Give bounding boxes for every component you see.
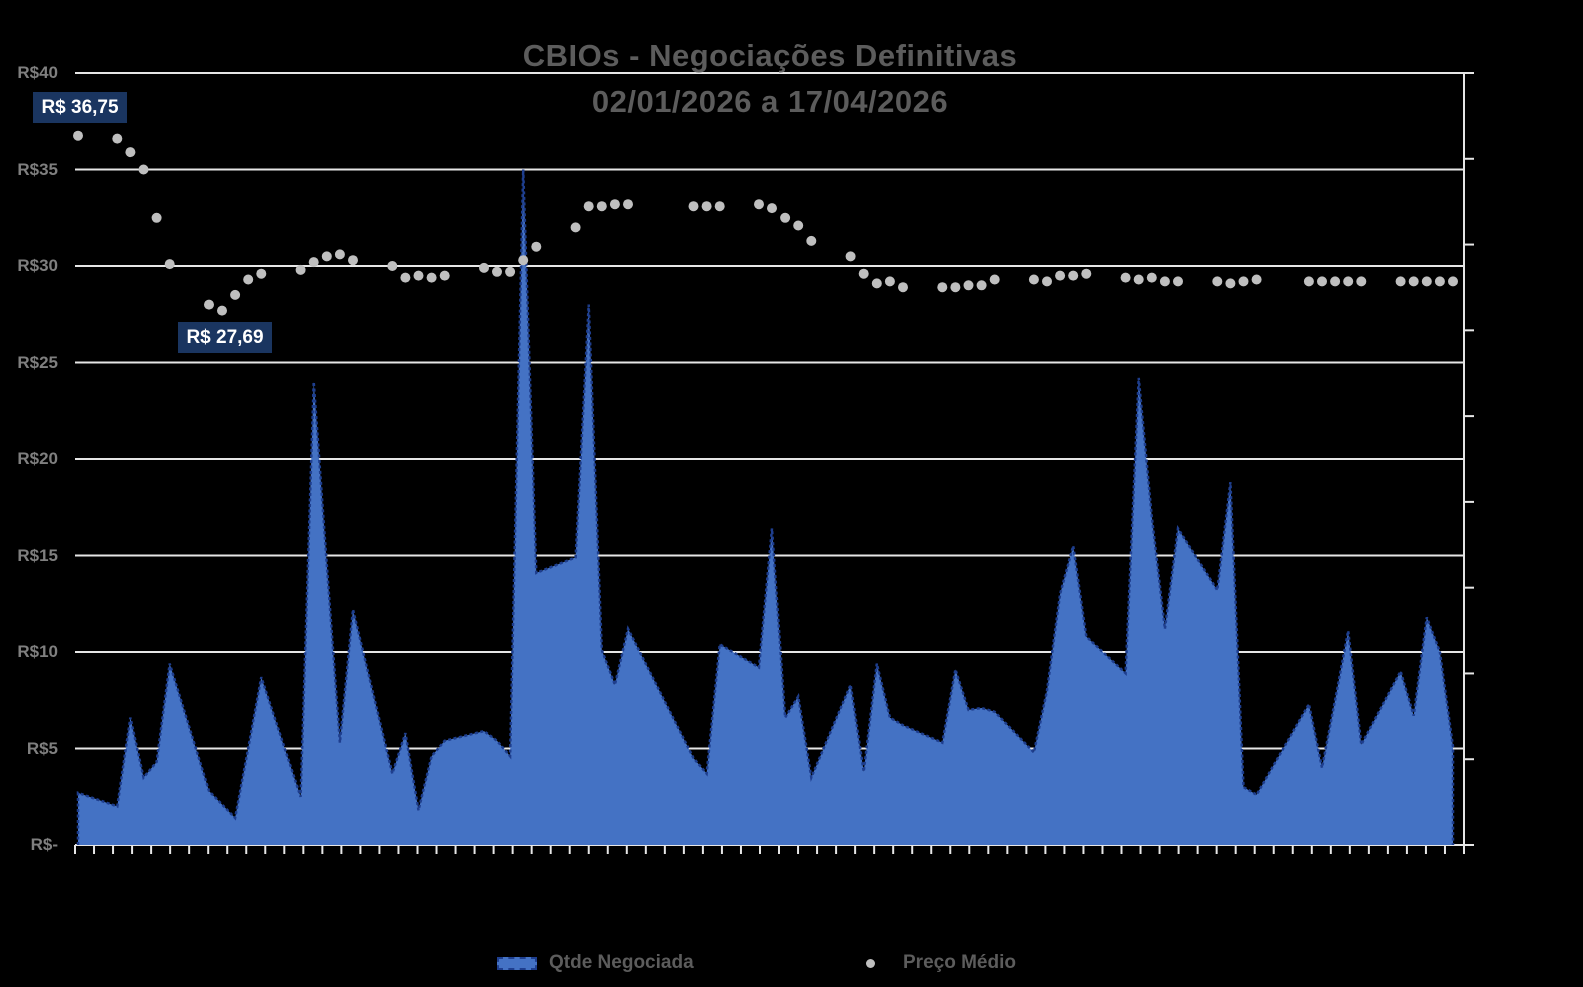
preco-medio-point: [976, 280, 987, 291]
preco-medio-point: [1303, 276, 1314, 287]
preco-medio-point: [492, 266, 502, 277]
preco-medio-point: [688, 201, 699, 212]
preco-medio-point: [780, 212, 791, 223]
preco-medio-point: [1173, 276, 1183, 287]
preco-medio-point: [950, 282, 961, 293]
preco-medio-point: [1081, 268, 1092, 279]
preco-medio-point: [871, 278, 882, 289]
preco-medio-point: [898, 282, 908, 293]
preco-medio-point: [1133, 274, 1144, 285]
preco-medio-point: [334, 249, 345, 260]
scatter-dot-icon: [866, 958, 875, 968]
preco-medio-point: [243, 274, 254, 285]
preco-medio-point: [439, 270, 450, 281]
preco-medio-point: [1251, 274, 1262, 285]
preco-medio-point: [806, 235, 817, 246]
preco-medio-point: [1146, 272, 1157, 283]
preco-medio-point: [623, 199, 633, 210]
preco-medio-point: [138, 164, 149, 175]
preco-medio-point: [1159, 276, 1170, 287]
preco-medio-point: [858, 268, 869, 279]
preco-medio-point: [204, 299, 214, 310]
y-axis-label: R$5: [26, 738, 58, 758]
data-label-max-price: R$ 36,75: [33, 92, 127, 123]
preco-medio-point: [1212, 276, 1223, 287]
preco-medio-point: [609, 199, 620, 210]
y-axis-label: R$35: [17, 159, 58, 179]
preco-medio-point: [701, 201, 712, 212]
preco-medio-point: [348, 255, 358, 266]
preco-medio-point: [1042, 276, 1052, 287]
preco-medio-point: [1408, 276, 1419, 287]
preco-medio-point: [387, 261, 398, 271]
legend-item-preco-medio[interactable]: Preço Médio: [866, 948, 1016, 978]
preco-medio-point: [151, 212, 162, 223]
chart-subtitle: 02/01/2026 a 17/04/2026: [591, 84, 949, 119]
preco-medio-point: [1421, 276, 1432, 287]
preco-medio-point: [400, 272, 411, 283]
preco-medio-point: [754, 199, 764, 210]
preco-medio-point: [1225, 278, 1236, 289]
preco-medio-point: [321, 251, 332, 262]
preco-medio-point: [479, 262, 489, 273]
preco-medio-point: [295, 264, 306, 275]
preco-medio-point: [937, 282, 948, 293]
preco-medio-point: [570, 222, 581, 233]
y-axis-label: R$25: [17, 352, 58, 372]
preco-medio-point: [1330, 276, 1341, 287]
preco-medio-point: [125, 147, 136, 158]
y-axis-label: R$30: [17, 256, 58, 275]
qtde-negociada-border: [76, 169, 1455, 846]
y-axis-label: R$15: [17, 545, 58, 565]
preco-medio-point: [1238, 276, 1249, 287]
legend-item-qtde-negociada[interactable]: Qtde Negociada: [497, 948, 694, 978]
preco-medio-point: [714, 201, 725, 212]
preco-medio-point: [1448, 276, 1458, 287]
preco-medio-point: [1356, 276, 1367, 287]
preco-medio-point: [793, 220, 804, 231]
legend-label: Qtde Negociada: [549, 952, 694, 973]
preco-medio-point: [531, 241, 542, 252]
area-swatch-icon: [497, 956, 537, 970]
preco-medio-point: [413, 270, 424, 281]
preco-medio-point: [164, 259, 175, 270]
preco-medio-point: [1028, 274, 1039, 285]
preco-medio-point: [426, 272, 437, 283]
preco-medio-point: [73, 130, 83, 141]
y-axis-label: R$40: [17, 63, 58, 82]
qtde-negociada-area: [78, 169, 1453, 845]
preco-medio-point: [217, 305, 227, 316]
preco-medio-point: [989, 274, 1000, 285]
preco-medio-point: [1055, 270, 1066, 281]
preco-medio-point: [308, 257, 319, 268]
preco-medio-point: [1343, 276, 1354, 287]
chart-title: CBIOs - Negociações Definitivas: [522, 38, 1018, 73]
preco-medio-point: [505, 266, 516, 277]
preco-medio-point: [230, 289, 241, 300]
preco-medio-point: [767, 203, 777, 214]
preco-medio-point: [1068, 270, 1079, 281]
preco-medio-point: [1434, 276, 1445, 287]
preco-medio-point: [963, 280, 974, 291]
preco-medio-point: [845, 251, 856, 262]
preco-medio-point: [583, 201, 594, 212]
preco-medio-point: [1120, 272, 1131, 283]
preco-medio-point: [112, 133, 123, 144]
preco-medio-point: [1317, 276, 1327, 287]
preco-medio-point: [596, 201, 607, 212]
legend-label: Preço Médio: [903, 952, 1016, 973]
y-axis-label: R$-: [30, 835, 58, 854]
chart-legend: Qtde Negociada Preço Médio: [0, 948, 1583, 978]
y-axis-label: R$10: [17, 642, 58, 661]
data-label-min-price: R$ 27,69: [178, 322, 272, 353]
preco-medio-point: [518, 255, 529, 266]
preco-medio-point: [256, 268, 267, 279]
preco-medio-point: [884, 276, 895, 287]
y-axis-label: R$20: [17, 449, 58, 468]
preco-medio-point: [1395, 276, 1406, 287]
